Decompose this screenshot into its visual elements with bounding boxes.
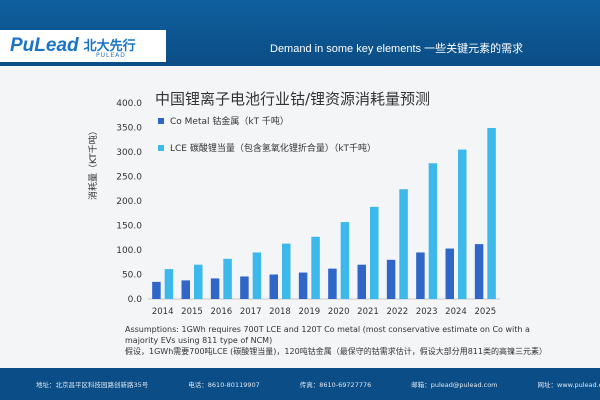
legend-item-lce: LCE 碳酸锂当量（包含氢氧化锂折合量）（kT千吨） — [158, 141, 376, 154]
bar-co-metal — [474, 244, 484, 299]
footer-phone: 电话：8610-80119907 — [188, 381, 260, 389]
logo-english-name: PULEAD — [96, 52, 126, 59]
legend-item-co-metal: Co Metal 钴金属（kT 千吨） — [158, 114, 289, 127]
x-tick-label: 2019 — [299, 307, 321, 317]
legend-swatch-lce — [158, 144, 164, 151]
slide-header-title: Demand in some key elements 一些关键元素的需求 — [270, 43, 524, 55]
bar-co-metal — [269, 274, 278, 299]
legend-label-co-metal: Co Metal 钴金属（kT 千吨） — [170, 117, 289, 127]
footer-bar: 地址：北京昌平区科技园路创新路35号 电话：8610-80119907 传真：8… — [0, 368, 600, 400]
header-bar: PuLead 北大先行 PULEAD Demand in some key el… — [0, 0, 600, 66]
company-logo: PuLead 北大先行 PULEAD — [0, 30, 166, 62]
x-tick-label: 2022 — [387, 307, 409, 317]
bar-co-metal — [445, 248, 454, 299]
x-tick-label: 2014 — [152, 307, 174, 317]
bar-co-metal — [357, 264, 366, 299]
bar-co-metal — [210, 278, 220, 299]
bar-co-metal — [152, 281, 161, 299]
bar-lce — [194, 264, 203, 299]
footer-fax: 传真：8610-69727776 — [299, 381, 372, 389]
x-tick-label: 2015 — [181, 307, 203, 317]
bar-lce — [252, 252, 262, 299]
legend-label-lce: LCE 碳酸锂当量（包含氢氧化锂折合量）（kT千吨） — [170, 144, 377, 154]
footer-website: 网址：www.pulead.com.cn — [537, 381, 600, 389]
y-tick-label: 150.0 — [116, 222, 142, 232]
bar-lce — [340, 222, 350, 299]
y-tick-label: 50.0 — [122, 271, 142, 281]
bar-co-metal — [298, 272, 308, 299]
assumptions-chinese: 假设，1GWh需要700吨LCE (碳酸锂当量)，120吨钴金属（最保守的钴需求… — [125, 347, 547, 356]
y-tick-label: 0.0 — [128, 295, 143, 305]
logo-text: PuLead — [10, 35, 79, 56]
x-tick-label: 2021 — [357, 307, 379, 317]
y-tick-label: 100.0 — [116, 246, 142, 256]
bar-co-metal — [240, 276, 249, 299]
bar-lce — [458, 149, 467, 299]
x-tick-label: 2023 — [416, 307, 438, 317]
bar-lce — [428, 163, 438, 299]
footer-email: 邮箱：pulead@pulead.com — [411, 381, 498, 389]
bar-lce — [164, 269, 174, 299]
y-tick-label: 300.0 — [116, 148, 142, 158]
bar-lce — [282, 243, 291, 299]
x-tick-label: 2024 — [445, 307, 467, 317]
footer-address: 地址：北京昌平区科技园路创新路35号 — [36, 381, 149, 389]
bar-lce — [399, 189, 408, 299]
legend-swatch-co-metal — [158, 117, 164, 124]
y-tick-label: 350.0 — [116, 124, 142, 134]
y-tick-label: 250.0 — [116, 173, 142, 183]
bar-lce — [487, 127, 496, 300]
bar-lce — [311, 236, 320, 299]
bar-lce — [223, 258, 232, 299]
bar-co-metal — [386, 259, 396, 299]
x-tick-label: 2016 — [211, 307, 233, 317]
x-tick-label: 2017 — [240, 307, 262, 317]
bar-co-metal — [328, 268, 337, 299]
bar-lce — [370, 206, 379, 299]
x-tick-label: 2018 — [269, 307, 291, 317]
assumptions-note: Assumptions: 1GWh requires 700T LCE and … — [125, 324, 565, 357]
chart-title: 中国锂离子电池行业钴/锂资源消耗量预测 — [155, 90, 431, 108]
assumptions-english: Assumptions: 1GWh requires 700T LCE and … — [125, 325, 530, 345]
y-tick-label: 400.0 — [116, 99, 142, 109]
logo-chinese-name: 北大先行 — [83, 38, 136, 54]
bar-co-metal — [416, 252, 425, 299]
x-tick-label: 2025 — [475, 307, 497, 317]
bar-co-metal — [181, 280, 190, 299]
y-tick-label: 200.0 — [116, 197, 142, 207]
x-tick-label: 2020 — [328, 307, 350, 317]
